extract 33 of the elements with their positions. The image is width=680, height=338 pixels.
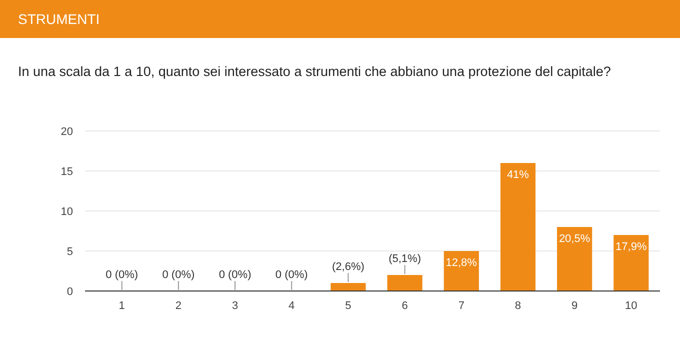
x-tick-label: 9	[571, 300, 578, 312]
x-tick-label: 1	[118, 300, 125, 312]
x-tick-label: 3	[232, 300, 238, 312]
bar	[557, 227, 592, 291]
annotation: 0 (0%)	[106, 269, 138, 281]
annotation: (2,6%)	[332, 261, 364, 273]
y-tick-label: 15	[60, 166, 73, 178]
x-tick-label: 4	[288, 300, 295, 312]
annotation: 0 (0%)	[218, 269, 252, 281]
y-tick-label: 10	[60, 206, 73, 218]
bar	[614, 235, 649, 291]
annotation: (5,1%)	[388, 253, 421, 265]
chart-title: STRUMENTI	[18, 11, 100, 27]
x-tick-label: 10	[625, 300, 638, 312]
y-tick-label: 5	[66, 246, 73, 258]
annotation: 12,8%	[446, 257, 478, 269]
y-tick-label: 0	[66, 286, 73, 298]
x-tick-label: 8	[514, 300, 522, 312]
annotation: 0 (0%)	[275, 269, 308, 281]
chart-subtitle: In una scala da 1 a 10, quanto sei interessato a strumenti che abbiano una protezione del capitale?	[18, 64, 611, 79]
annotation: 0 (0%)	[162, 269, 195, 281]
annotation: 20,5%	[558, 233, 590, 245]
bar	[500, 163, 536, 291]
y-tick-label: 20	[60, 126, 73, 138]
x-tick-label: 2	[175, 300, 182, 312]
bar	[387, 275, 422, 291]
x-tick-label: 5	[345, 300, 352, 312]
x-tick-label: 6	[402, 300, 408, 312]
bar	[330, 283, 366, 291]
annotation: 17,9%	[616, 241, 647, 253]
bar	[444, 251, 479, 291]
annotation: 41%	[506, 169, 530, 181]
x-tick-label: 7	[458, 300, 464, 312]
